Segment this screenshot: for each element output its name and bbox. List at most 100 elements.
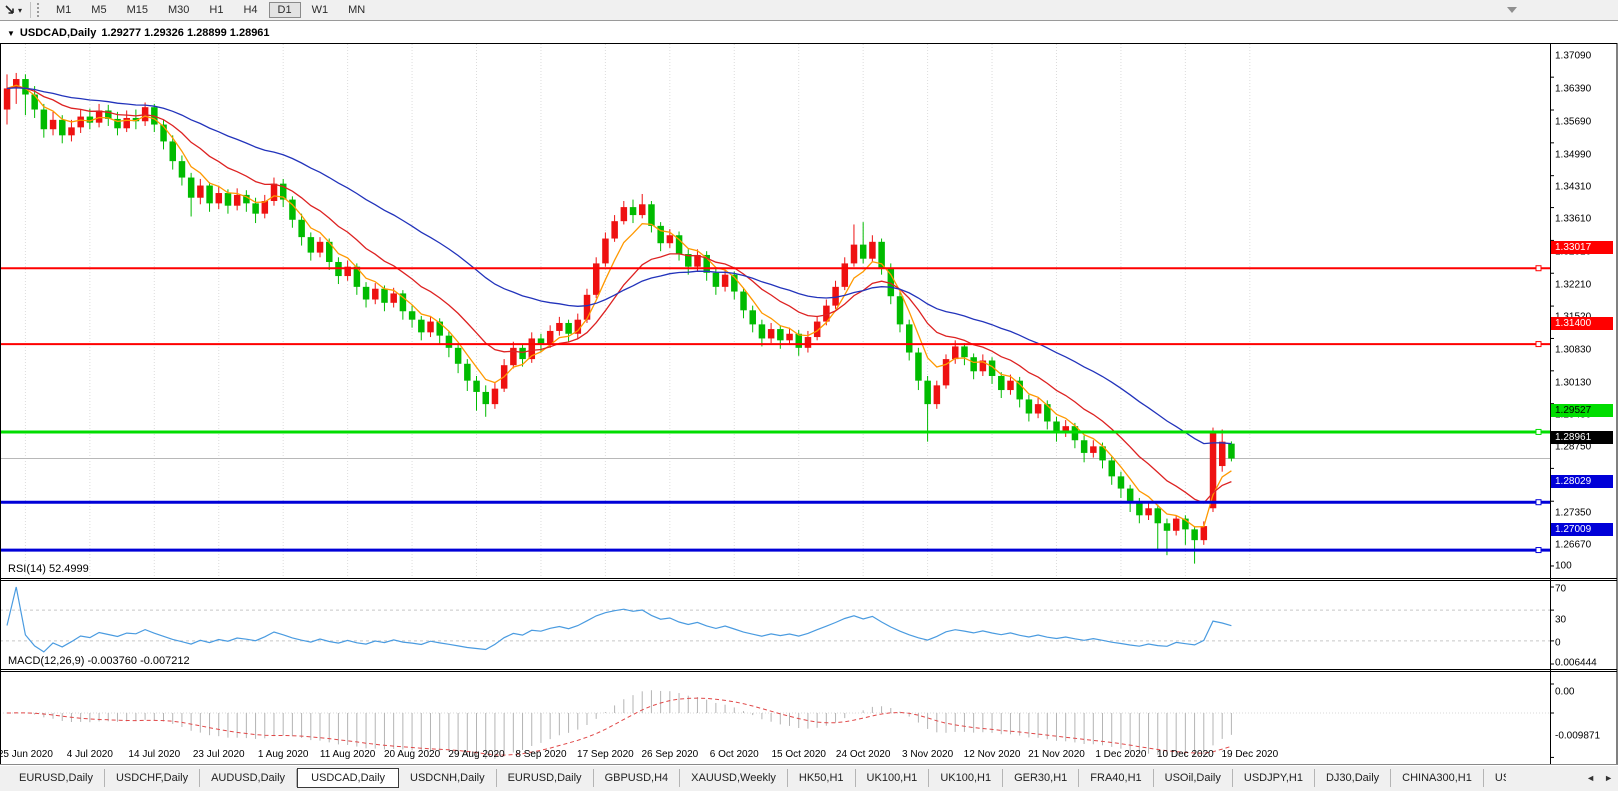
timeframe-button-w1[interactable]: W1 bbox=[311, 4, 329, 16]
tab-gbpusd-h4-6[interactable]: GBPUSD,H4 bbox=[594, 769, 681, 787]
timeframe-button-h4[interactable]: H4 bbox=[243, 4, 258, 16]
hline-handle[interactable] bbox=[1535, 341, 1542, 348]
date-axis-label: 24 Oct 2020 bbox=[835, 749, 891, 760]
price-axis-label: 1.30130 bbox=[1555, 377, 1592, 389]
rsi-line bbox=[6, 586, 1232, 653]
date-axis-label: 1 Aug 2020 bbox=[257, 749, 309, 760]
chart-canvas[interactable] bbox=[0, 21, 1618, 766]
tab-eurusd-daily-0[interactable]: EURUSD,Daily bbox=[8, 769, 105, 787]
hline-handle[interactable] bbox=[1535, 265, 1542, 272]
chart-symbol-label: USDCAD,Daily bbox=[19, 27, 97, 39]
macd-label: MACD(12,26,9) -0.003760 -0.007212 bbox=[8, 655, 190, 667]
tab-eurusd-daily-5[interactable]: EURUSD,Daily bbox=[497, 769, 594, 787]
toolbar: ▾ M1 M5 M15 M30 H1 H4 D1 W1 MN bbox=[0, 0, 1618, 21]
hline-price-badge: 1.33017 bbox=[1551, 240, 1613, 254]
tab-usdchf-daily-1[interactable]: USDCHF,Daily bbox=[105, 769, 201, 787]
hline-1.31400[interactable] bbox=[0, 341, 1550, 348]
date-axis-label: 4 Jul 2020 bbox=[66, 749, 113, 760]
hline-price-badge: 1.28029 bbox=[1551, 474, 1613, 488]
toolbar-overflow-icon bbox=[1507, 7, 1517, 13]
tab-usoil-daily-13[interactable]: USOil,Daily bbox=[1154, 769, 1233, 787]
tab-uk100-h1-9[interactable]: UK100,H1 bbox=[856, 769, 930, 787]
tab-scroll-left-icon[interactable]: ◄ bbox=[1586, 773, 1596, 783]
timeframe-toolbar: M1 M5 M15 M30 H1 H4 D1 W1 MN bbox=[46, 2, 375, 18]
timeframe-button-d1[interactable]: D1 bbox=[268, 2, 301, 18]
tab-usdcnh-daily-4[interactable]: USDCNH,Daily bbox=[399, 769, 497, 787]
date-axis-label: 21 Nov 2020 bbox=[1028, 749, 1085, 760]
hline-price-badge: 1.31400 bbox=[1551, 316, 1613, 330]
tab-uk100-h1-10[interactable]: UK100,H1 bbox=[929, 769, 1004, 787]
tab-china300-h1-16[interactable]: CHINA300,H1 bbox=[1391, 769, 1484, 787]
date-axis-label: 6 Oct 2020 bbox=[709, 749, 759, 760]
hline-handle[interactable] bbox=[1535, 499, 1542, 506]
toolbar-separator bbox=[30, 2, 32, 18]
date-axis-label: 14 Jul 2020 bbox=[128, 749, 181, 760]
chart-window bbox=[0, 21, 1618, 766]
date-axis-label: 23 Jul 2020 bbox=[192, 749, 245, 760]
date-axis-label: 12 Nov 2020 bbox=[963, 749, 1021, 760]
hline-1.29527[interactable] bbox=[0, 428, 1550, 435]
timeframe-button-m30[interactable]: M30 bbox=[167, 4, 190, 16]
price-axis-label: 1.37090 bbox=[1555, 50, 1592, 62]
collapse-triangle-icon[interactable]: ▼ bbox=[7, 28, 15, 38]
rsi-axis-label: 100 bbox=[1555, 560, 1572, 572]
timeframe-button-mn[interactable]: MN bbox=[348, 4, 366, 16]
tab-ger30-h1-11[interactable]: GER30,H1 bbox=[1003, 769, 1080, 787]
current-price-badge: 1.28961 bbox=[1551, 430, 1613, 444]
date-axis-label: 15 Oct 2020 bbox=[771, 749, 826, 760]
grid-lines bbox=[24, 44, 1251, 576]
date-axis-label: 10 Dec 2020 bbox=[1157, 749, 1214, 760]
macd-axis-label: -0.009871 bbox=[1555, 730, 1601, 742]
price-axis-label: 1.30830 bbox=[1555, 344, 1592, 356]
macd-histogram bbox=[15, 690, 1232, 760]
timeframe-button-h1[interactable]: H1 bbox=[209, 4, 224, 16]
tab-scroll-right-icon[interactable]: ► bbox=[1604, 773, 1613, 783]
price-axis-label: 1.28750 bbox=[1555, 441, 1592, 453]
price-axis-label: 1.33610 bbox=[1555, 213, 1592, 225]
macd-axis-label: 0.00 bbox=[1555, 686, 1575, 698]
tab-dj30-daily-15[interactable]: DJ30,Daily bbox=[1315, 769, 1392, 787]
macd-signal-line bbox=[6, 697, 1232, 756]
tab-xauusd-weekly-7[interactable]: XAUUSD,Weekly bbox=[680, 769, 788, 787]
price-axis-label: 1.32210 bbox=[1555, 279, 1592, 291]
timeframe-button-m1[interactable]: M1 bbox=[56, 4, 72, 16]
toolbar-grip[interactable] bbox=[37, 3, 41, 17]
ma-mid-line bbox=[6, 86, 1232, 504]
timeframe-button-m15[interactable]: M15 bbox=[126, 4, 148, 16]
chevron-down-icon: ▾ bbox=[18, 5, 23, 15]
date-axis-label: 1 Dec 2020 bbox=[1095, 749, 1147, 760]
timeframe-button-m5[interactable]: M5 bbox=[91, 4, 107, 16]
tab-hk50-h1-8[interactable]: HK50,H1 bbox=[788, 769, 856, 787]
rsi-axis-label: 0 bbox=[1555, 637, 1561, 649]
date-axis-label: 3 Nov 2020 bbox=[902, 749, 954, 760]
tab-us-17[interactable]: US bbox=[1494, 772, 1506, 784]
price-axis-label: 1.26670 bbox=[1555, 539, 1592, 551]
hline-1.28029[interactable] bbox=[0, 499, 1550, 506]
chart-ohlc-values: 1.29277 1.29326 1.28899 1.28961 bbox=[101, 27, 270, 39]
macd-axis-label: 0.006444 bbox=[1555, 657, 1597, 669]
panel-borders bbox=[0, 43, 1618, 766]
price-axis-label: 1.34310 bbox=[1555, 181, 1592, 193]
hline-1.27009[interactable] bbox=[0, 547, 1550, 554]
date-axis-label: 19 Dec 2020 bbox=[1221, 749, 1279, 760]
hline-handle[interactable] bbox=[1535, 547, 1542, 554]
hline-handle[interactable] bbox=[1535, 428, 1542, 435]
price-axis-label: 1.36390 bbox=[1555, 83, 1592, 95]
price-axis-label: 1.34990 bbox=[1555, 149, 1592, 161]
date-axis-label: 11 Aug 2020 bbox=[319, 749, 376, 760]
chart-arrow-icon bbox=[5, 5, 14, 14]
ma-slow-line bbox=[6, 87, 1232, 445]
ma-fast-line bbox=[6, 84, 1232, 528]
rsi-axis-label: 30 bbox=[1555, 614, 1567, 626]
tab-usdjpy-h1-14[interactable]: USDJPY,H1 bbox=[1233, 769, 1315, 787]
tab-audusd-daily-2[interactable]: AUDUSD,Daily bbox=[200, 769, 298, 787]
price-axis-label: 1.35690 bbox=[1555, 116, 1592, 128]
tab-usdcad-daily-3[interactable]: USDCAD,Daily bbox=[297, 768, 400, 788]
rsi-axis-label: 70 bbox=[1555, 583, 1567, 595]
chart-tool-dropdown[interactable]: ▾ bbox=[0, 0, 26, 20]
rsi-levels bbox=[0, 609, 1550, 642]
hline-1.33017[interactable] bbox=[0, 265, 1550, 272]
tab-fra40-h1-12[interactable]: FRA40,H1 bbox=[1079, 769, 1154, 787]
tab-scroll-controls: ◄ ► bbox=[1586, 773, 1618, 783]
hline-price-badge: 1.29527 bbox=[1551, 404, 1613, 418]
